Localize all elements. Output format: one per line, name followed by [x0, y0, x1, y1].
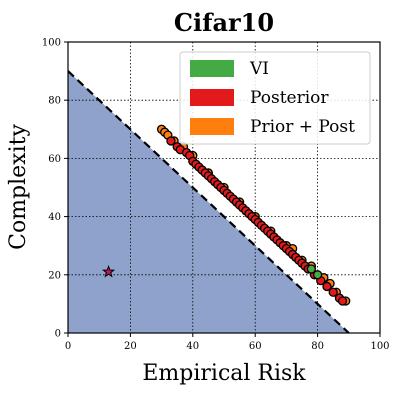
- y-tick-label: 80: [48, 96, 61, 107]
- x-tick-label: 20: [124, 341, 137, 352]
- ticks-layer: 0 20 40 60 80 100 0 20 40 60 80 100: [42, 38, 390, 353]
- legend-entry-vi-label: VI: [249, 59, 269, 79]
- y-tick-label: 60: [48, 154, 61, 165]
- legend: VI Posterior Prior + Post: [179, 51, 371, 145]
- x-tick-label: 0: [65, 341, 71, 352]
- posterior-point: [328, 287, 338, 297]
- points-layer: [101, 124, 351, 306]
- y-tick-label: 0: [55, 329, 61, 340]
- y-tick-label: 100: [42, 38, 61, 49]
- y-axis-label: Complexity: [6, 124, 31, 250]
- posterior-point: [166, 136, 176, 146]
- chart-title: Cifar10: [174, 8, 274, 37]
- dashed-boundary-line: [68, 70, 350, 333]
- legend-entry-prior-post-swatch: [190, 118, 234, 135]
- vi-point: [306, 264, 317, 274]
- posterior-point: [337, 296, 348, 306]
- x-tick-label: 100: [370, 341, 389, 352]
- x-axis-label: Empirical Risk: [142, 361, 306, 386]
- posterior-point: [322, 281, 332, 292]
- x-tick-label: 80: [311, 341, 324, 352]
- y-tick-label: 40: [48, 212, 61, 223]
- star-marker: [101, 264, 116, 278]
- legend-entry-vi-swatch: [190, 60, 234, 77]
- legend-entry-posterior-swatch: [190, 89, 234, 106]
- vi-point: [312, 270, 323, 280]
- x-tick-label: 40: [186, 341, 199, 352]
- legend-entry-posterior-label: Posterior: [250, 88, 329, 108]
- y-tick-label: 20: [48, 270, 61, 281]
- plot-frame: [67, 41, 381, 334]
- reference-line-layer: [68, 70, 350, 333]
- x-tick-label: 60: [249, 341, 262, 352]
- legend-entry-prior-post-label: Prior + Post: [250, 117, 355, 137]
